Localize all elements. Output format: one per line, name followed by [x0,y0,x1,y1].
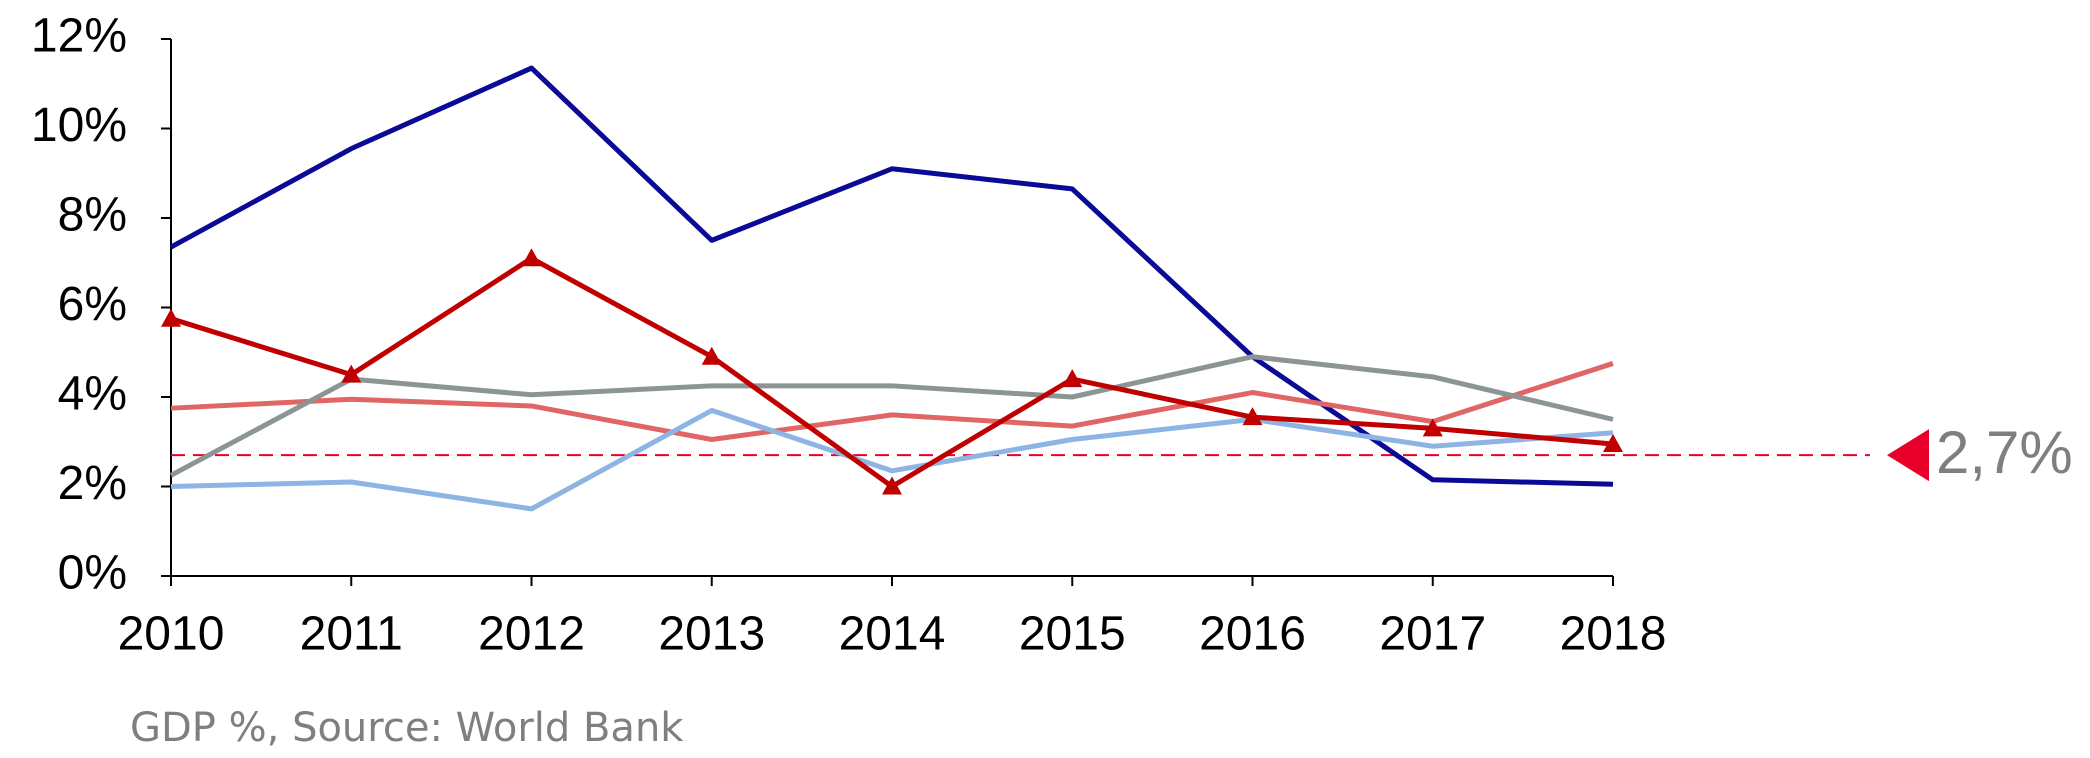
y-tick-label: 12% [31,10,127,63]
reference-marker [1887,429,1929,482]
x-tick-label: 2013 [658,608,765,661]
footnote: GDP %, Source: World Bank [130,705,684,751]
series-marker [882,476,902,495]
series-marker [701,346,722,365]
x-tick-label: 2016 [1199,608,1306,661]
x-tick-label: 2010 [118,608,225,661]
x-tick-label: 2015 [1019,608,1126,661]
x-tick-label: 2011 [300,608,403,661]
series-marker [1242,407,1263,426]
y-tick-label: 6% [58,278,127,331]
series-marker [521,248,542,267]
x-tick-label: 2018 [1560,608,1667,661]
y-tick-label: 10% [31,99,127,152]
y-tick-label: 0% [58,547,127,600]
y-tick-label: 8% [58,189,127,242]
series-marker [341,364,362,383]
series-line [169,354,1614,478]
y-tick-label: 4% [58,368,127,421]
series-marker [161,308,181,327]
series-line [170,407,1614,512]
series-line [170,361,1614,443]
y-tick-label: 2% [58,457,127,510]
reference-label: 2,7% [1936,419,2073,486]
series-line [169,65,1614,487]
series-marker [1603,433,1623,452]
x-tick-label: 2012 [478,608,585,661]
x-tick-label: 2014 [839,608,946,661]
series-marker [1062,369,1083,388]
series-marker [1422,418,1443,437]
x-tick-label: 2017 [1379,608,1486,661]
